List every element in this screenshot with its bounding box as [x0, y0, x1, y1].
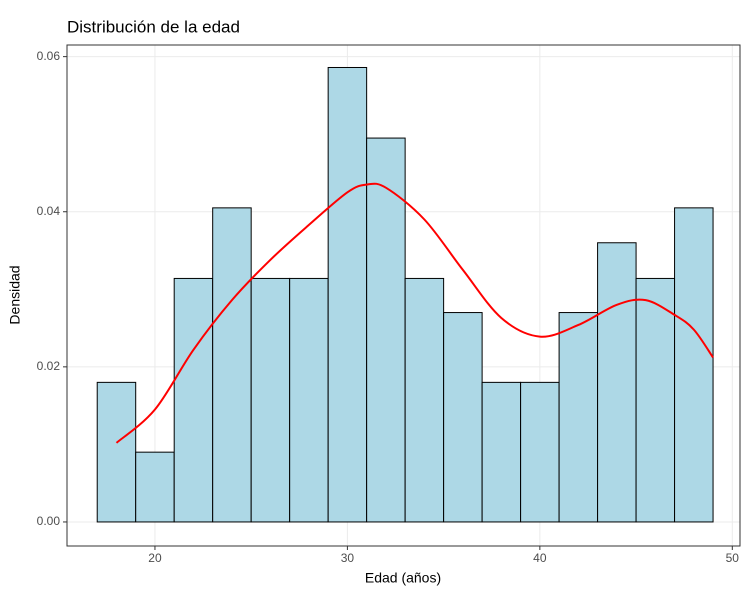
y-tick-label: 0.00: [37, 514, 61, 528]
bar: [135, 451, 175, 523]
bar: [635, 277, 676, 523]
x-axis-label: Edad (años): [365, 570, 441, 586]
bar: [404, 277, 445, 523]
density-line: [115, 182, 714, 444]
x-tick-label: 20: [148, 551, 162, 565]
y-tick-label: 0.04: [37, 204, 61, 218]
bar: [520, 381, 560, 523]
y-tick-label: 0.02: [37, 359, 61, 373]
bar: [481, 381, 522, 523]
x-tick-label: 30: [341, 551, 355, 565]
bar: [558, 312, 599, 523]
bar: [173, 277, 214, 523]
bar: [327, 66, 368, 523]
bar: [289, 277, 329, 523]
chart-title: Distribución de la edad: [67, 17, 240, 36]
x-tick-label: 50: [726, 551, 740, 565]
bar: [212, 207, 252, 523]
y-axis-label: Densidad: [7, 265, 23, 324]
bar: [597, 242, 637, 523]
x-tick-label: 40: [533, 551, 547, 565]
bar: [443, 312, 483, 523]
bar: [366, 137, 406, 523]
panel-border: [66, 44, 741, 547]
bar: [250, 277, 291, 523]
bar: [96, 381, 137, 523]
y-tick-label: 0.06: [37, 49, 61, 63]
bar: [674, 207, 714, 523]
